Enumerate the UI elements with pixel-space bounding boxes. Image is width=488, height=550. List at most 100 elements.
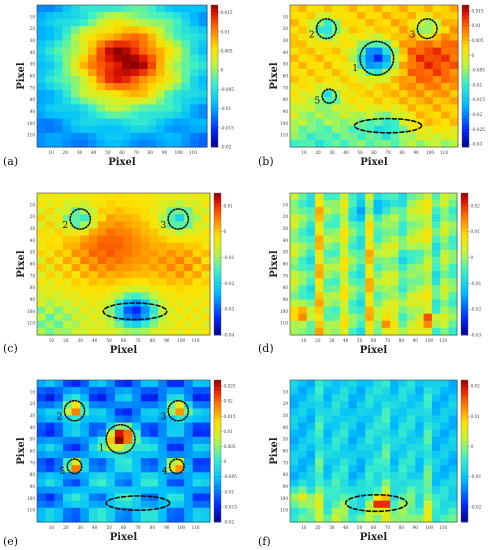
- colorbar-frame: [460, 379, 469, 523]
- x-tick-label: 110: [192, 338, 200, 343]
- heatmap-cell: [398, 292, 408, 301]
- x-tick-label: 60: [371, 150, 377, 155]
- heatmap-cell: [105, 118, 115, 127]
- heatmap-cell: [132, 472, 142, 480]
- heatmap-cell: [432, 33, 442, 42]
- heatmap-cell: [140, 465, 151, 473]
- colorbar-segment: [462, 29, 469, 34]
- heatmap-cell: [374, 40, 383, 49]
- heatmap-cell: [406, 292, 416, 301]
- heatmap-cell: [149, 292, 159, 301]
- heatmap-cell: [80, 507, 90, 516]
- heatmap-cell: [298, 320, 308, 329]
- colorbar-segment: [214, 468, 221, 473]
- heatmap-cell: [106, 221, 116, 230]
- colorbar-segment: [214, 320, 221, 325]
- heatmap-cell: [88, 451, 99, 459]
- heatmap-cell: [139, 111, 149, 120]
- heatmap-cell: [114, 458, 125, 466]
- heatmap-cell: [416, 111, 425, 120]
- heatmap-cell: [415, 320, 425, 329]
- x-tick-label: 20: [63, 525, 69, 530]
- heatmap-cell: [415, 327, 425, 336]
- heatmap-cell: [71, 139, 81, 148]
- heatmap-cell: [357, 104, 367, 113]
- heatmap-cell: [198, 19, 208, 27]
- heatmap-cell: [114, 242, 125, 251]
- heatmap-cell: [415, 408, 425, 417]
- heatmap-cell: [45, 436, 55, 445]
- heatmap-cell: [390, 5, 400, 13]
- colorbar-segment: [461, 256, 468, 261]
- heatmap-cell: [348, 200, 358, 208]
- heatmap-cell: [348, 401, 358, 409]
- heatmap-cell: [71, 443, 81, 452]
- colorbar-segment: [214, 447, 221, 452]
- heatmap-cell: [315, 221, 324, 230]
- colorbar-segment: [211, 51, 218, 56]
- heatmap-cell: [184, 436, 194, 445]
- heatmap-cell: [106, 320, 116, 329]
- colorbar-segment: [214, 327, 221, 332]
- heatmap-cell: [132, 436, 142, 445]
- heatmap-cell: [381, 401, 391, 409]
- heatmap-cell: [356, 299, 366, 308]
- heatmap-cell: [123, 486, 133, 495]
- heatmap-cell: [357, 33, 367, 42]
- heatmap-cell: [113, 125, 123, 134]
- heatmap-cell: [37, 394, 47, 402]
- heatmap-cell: [123, 249, 133, 258]
- heatmap-cell: [315, 306, 324, 315]
- heatmap-cell: [357, 83, 367, 91]
- heatmap-cell: [424, 54, 434, 63]
- heatmap-cell: [192, 479, 202, 488]
- heatmap-cell: [192, 380, 202, 388]
- heatmap-cell: [190, 68, 200, 77]
- heatmap-cell: [113, 33, 123, 42]
- heatmap-cell: [54, 26, 64, 34]
- heatmap-cell: [332, 33, 341, 42]
- heatmap-cell: [181, 61, 191, 70]
- colorbar-tick-label: 0.015: [221, 10, 233, 15]
- x-tick-label: 100: [177, 338, 185, 343]
- heatmap-cell: [340, 387, 350, 395]
- heatmap-cell: [192, 443, 202, 452]
- colorbar-segment: [461, 271, 468, 276]
- heatmap-cell: [440, 313, 450, 322]
- heatmap-cell: [62, 394, 73, 402]
- heatmap-cell: [106, 479, 116, 488]
- y-tick-label: 100: [27, 496, 35, 501]
- heatmap-cell: [71, 320, 81, 329]
- heatmap-cell: [106, 458, 116, 466]
- heatmap-cell: [106, 249, 116, 258]
- heatmap-cell: [441, 61, 451, 70]
- heatmap-cell: [323, 479, 333, 488]
- heatmap-cell: [406, 193, 416, 201]
- heatmap-cell: [423, 465, 433, 473]
- heatmap-cell: [323, 271, 333, 279]
- heatmap-cell: [54, 320, 64, 329]
- heatmap-cell: [290, 394, 299, 402]
- heatmap-cell: [323, 19, 333, 27]
- heatmap-cell: [432, 125, 442, 134]
- heatmap-cell: [365, 61, 375, 70]
- colorbar-segment: [211, 107, 218, 112]
- heatmap-cell: [298, 327, 308, 336]
- heatmap-cell: [415, 193, 425, 201]
- heatmap-cell: [149, 429, 159, 438]
- heatmap-cell: [306, 401, 316, 409]
- heatmap-cell: [105, 132, 115, 141]
- colorbar-tick-label: 0: [471, 255, 474, 260]
- heatmap-cell: [71, 451, 81, 459]
- heatmap-cell: [365, 493, 375, 502]
- heatmap-cell: [140, 249, 151, 258]
- heatmap-cell: [45, 285, 55, 293]
- heatmap-cell: [448, 394, 458, 402]
- heatmap-cell: [340, 394, 350, 402]
- heatmap-cell: [365, 200, 375, 208]
- heatmap-cell: [441, 97, 451, 105]
- heatmap-cell: [357, 139, 367, 148]
- heatmap-cell: [158, 443, 168, 452]
- heatmap-cell: [415, 249, 425, 258]
- heatmap-cell: [140, 443, 151, 452]
